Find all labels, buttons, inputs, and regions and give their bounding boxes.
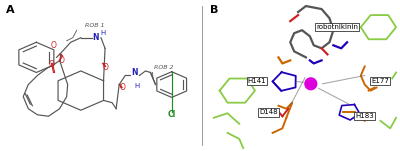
Text: robotnikinin: robotnikinin [316,24,358,30]
Text: O: O [119,83,125,92]
Text: O: O [103,63,109,72]
Text: A: A [6,5,15,14]
Text: ROB 2: ROB 2 [154,65,173,71]
Text: O: O [50,41,56,50]
Text: H: H [100,30,106,36]
Text: H183: H183 [355,113,374,119]
Text: O: O [59,56,64,65]
Text: H: H [135,83,140,89]
Text: Cl: Cl [168,110,176,119]
Text: D148: D148 [259,109,278,116]
Text: B: B [210,5,218,14]
Text: ROB 1: ROB 1 [85,23,104,28]
Point [308,83,314,85]
Text: O: O [48,60,54,69]
Text: H141: H141 [248,78,266,84]
Text: N: N [131,68,138,77]
Text: N: N [93,33,99,42]
Text: E177: E177 [372,78,389,84]
